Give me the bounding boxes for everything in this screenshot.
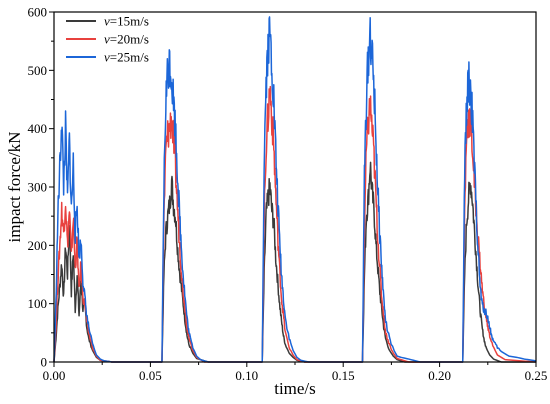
legend-label: v=25m/s: [104, 50, 149, 65]
legend-label: v=15m/s: [104, 14, 149, 29]
x-tick-label: 0.05: [139, 368, 162, 383]
x-tick-label: 0.10: [235, 368, 258, 383]
y-tick-label: 400: [28, 121, 48, 136]
y-axis: 0 100 200 300 400 500 600: [28, 5, 54, 370]
x-tick-label: 0.00: [43, 368, 66, 383]
y-tick-label: 0: [41, 355, 48, 370]
series-line: [53, 16, 537, 363]
legend-label: v=20m/s: [104, 32, 149, 47]
series-layer: [53, 16, 537, 363]
y-tick-label: 200: [28, 238, 48, 253]
legend: v=15m/s v=20m/s v=25m/s: [66, 14, 149, 65]
y-tick-label: 500: [28, 63, 48, 78]
y-tick-label: 300: [28, 180, 48, 195]
x-tick-label: 0.25: [525, 368, 548, 383]
x-axis: 0.00 0.05 0.10 0.15 0.20 0.25: [43, 362, 548, 383]
y-tick-label: 100: [28, 296, 48, 311]
y-axis-title: impact force/kN: [5, 132, 24, 243]
x-axis-title: time/s: [274, 379, 316, 398]
x-tick-label: 0.20: [428, 368, 451, 383]
y-tick-label: 600: [28, 5, 48, 20]
x-tick-label: 0.15: [332, 368, 355, 383]
series-line: [53, 85, 537, 363]
